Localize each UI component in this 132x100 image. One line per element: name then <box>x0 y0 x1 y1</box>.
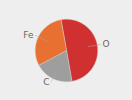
svg-text:C: C <box>43 77 49 87</box>
svg-text:Fe: Fe <box>23 30 34 40</box>
svg-text:O: O <box>103 39 110 49</box>
